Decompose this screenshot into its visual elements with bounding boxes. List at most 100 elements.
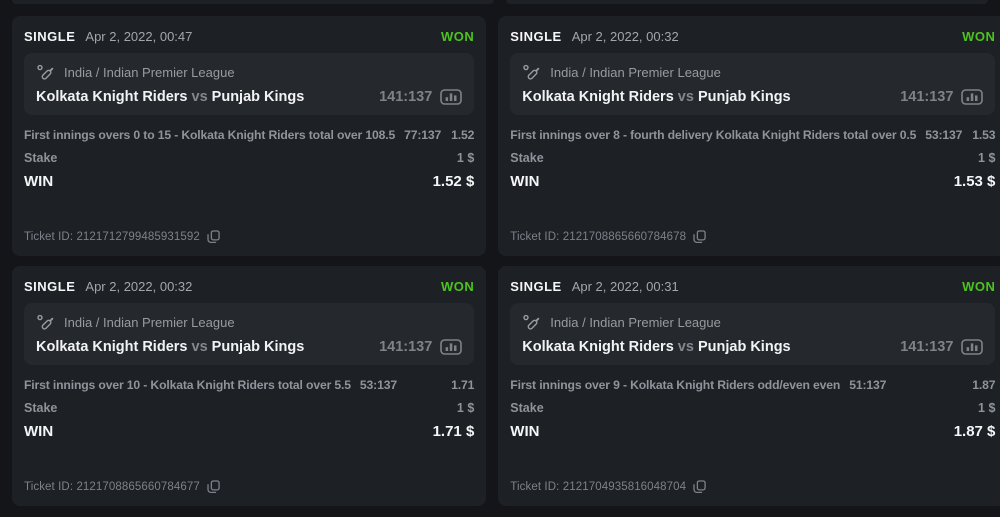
copy-icon[interactable] — [207, 230, 220, 244]
match-score: 141:137 — [900, 89, 954, 105]
previous-card-remnant — [506, 0, 988, 4]
bet-ticket-card: SINGLE Apr 2, 2022, 00:47 WON India / In… — [12, 16, 487, 256]
score-wrap: 141:137 — [900, 339, 984, 355]
odds-value: 1.52 — [451, 128, 475, 142]
team-home: Kolkata Knight Riders — [36, 89, 188, 105]
match-title: Kolkata Knight Riders vs Punjab Kings — [36, 89, 304, 105]
cricket-icon — [36, 63, 55, 82]
bet-outcome-row: First innings overs 0 to 15 - Kolkata Kn… — [24, 128, 474, 142]
ticket-id-value: 2121708865660784678 — [562, 231, 687, 243]
stake-row: Stake 1 $ — [24, 401, 474, 415]
stake-label: Stake — [24, 151, 58, 165]
ticket-id-value: 2121708865660784677 — [76, 481, 200, 493]
bet-description: First innings overs 0 to 15 - Kolkata Kn… — [24, 128, 396, 142]
bet-outcome-row: First innings over 8 - fourth delivery K… — [510, 128, 995, 142]
copy-icon[interactable] — [207, 480, 220, 494]
team-home: Kolkata Knight Riders — [522, 89, 674, 105]
stake-row: Stake 1 $ — [24, 151, 474, 165]
stake-value: 1 $ — [978, 401, 996, 415]
stake-label: Stake — [510, 151, 544, 165]
stake-row: Stake 1 $ — [510, 401, 995, 415]
bet-ticket-card: SINGLE Apr 2, 2022, 00:32 WON India / In… — [498, 16, 1000, 256]
ticket-id-value: 2121712799485931592 — [76, 231, 200, 243]
bet-outcome-row: First innings over 9 - Kolkata Knight Ri… — [510, 378, 995, 392]
vs-label: vs — [677, 339, 694, 355]
match-panel[interactable]: India / Indian Premier League Kolkata Kn… — [510, 53, 996, 115]
card-header-left: SINGLE Apr 2, 2022, 00:32 — [24, 279, 192, 294]
score-wrap: 141:137 — [379, 339, 463, 355]
bet-type-label: SINGLE — [24, 279, 76, 294]
win-label: WIN — [24, 173, 54, 190]
card-header: SINGLE Apr 2, 2022, 00:31 WON — [510, 276, 995, 303]
ticket-id-text: Ticket ID: 2121708865660784677 — [24, 481, 200, 493]
cricket-icon — [522, 63, 541, 82]
stake-label: Stake — [24, 401, 58, 415]
ticket-id-text: Ticket ID: 2121708865660784678 — [510, 231, 686, 243]
copy-icon[interactable] — [693, 230, 706, 244]
odds-value: 1.53 — [972, 128, 996, 142]
win-value: 1.87 $ — [953, 423, 996, 440]
stake-value: 1 $ — [978, 151, 996, 165]
ticket-row: Ticket ID: 2121708865660784677 — [24, 480, 474, 494]
ticket-id-label: Ticket ID: — [510, 481, 560, 493]
vs-label: vs — [677, 89, 694, 105]
bet-datetime: Apr 2, 2022, 00:32 — [85, 279, 193, 294]
win-value: 1.52 $ — [432, 173, 475, 190]
bet-score: 77:137 — [404, 128, 442, 142]
ticket-row: Ticket ID: 2121712799485931592 — [24, 230, 474, 244]
card-header-left: SINGLE Apr 2, 2022, 00:31 — [510, 279, 678, 294]
bet-type-label: SINGLE — [510, 29, 562, 44]
teams-row: Kolkata Knight Riders vs Punjab Kings 14… — [36, 89, 463, 105]
stats-icon[interactable] — [440, 89, 463, 105]
teams-row: Kolkata Knight Riders vs Punjab Kings 14… — [522, 89, 984, 105]
previous-card-remnant — [12, 0, 494, 4]
card-header-left: SINGLE Apr 2, 2022, 00:47 — [24, 29, 192, 44]
vs-label: vs — [191, 339, 208, 355]
match-title: Kolkata Knight Riders vs Punjab Kings — [522, 89, 790, 105]
league-label: India / Indian Premier League — [550, 315, 721, 330]
card-header-left: SINGLE Apr 2, 2022, 00:32 — [510, 29, 678, 44]
stats-icon[interactable] — [961, 89, 984, 105]
match-panel[interactable]: India / Indian Premier League Kolkata Kn… — [24, 303, 475, 365]
ticket-id-label: Ticket ID: — [24, 481, 74, 493]
score-wrap: 141:137 — [379, 89, 463, 105]
stats-icon[interactable] — [961, 339, 984, 355]
ticket-id-value: 2121704935816048704 — [562, 481, 687, 493]
match-panel[interactable]: India / Indian Premier League Kolkata Kn… — [510, 303, 996, 365]
win-label: WIN — [24, 423, 54, 440]
bet-ticket-card: SINGLE Apr 2, 2022, 00:32 WON India / In… — [12, 266, 487, 506]
cricket-icon — [522, 313, 541, 332]
team-away: Punjab Kings — [211, 89, 305, 105]
match-score: 141:137 — [379, 89, 433, 105]
league-row: India / Indian Premier League — [36, 312, 462, 339]
bet-cards-grid: SINGLE Apr 2, 2022, 00:47 WON India / In… — [12, 16, 1000, 506]
status-badge: WON — [441, 29, 475, 44]
ticket-id-text: Ticket ID: 2121704935816048704 — [510, 481, 686, 493]
ticket-id-label: Ticket ID: — [24, 231, 74, 243]
league-label: India / Indian Premier League — [64, 315, 235, 330]
card-header: SINGLE Apr 2, 2022, 00:32 WON — [24, 276, 474, 303]
bet-score: 51:137 — [849, 378, 887, 392]
bet-ticket-card: SINGLE Apr 2, 2022, 00:31 WON India / In… — [498, 266, 1000, 506]
bet-datetime: Apr 2, 2022, 00:47 — [85, 29, 193, 44]
ticket-id-label: Ticket ID: — [510, 231, 560, 243]
stake-value: 1 $ — [456, 401, 475, 415]
card-header: SINGLE Apr 2, 2022, 00:47 WON — [24, 26, 474, 53]
team-home: Kolkata Knight Riders — [36, 339, 188, 355]
odds-value: 1.87 — [972, 378, 996, 392]
bet-type-label: SINGLE — [510, 279, 562, 294]
bet-description: First innings over 9 - Kolkata Knight Ri… — [510, 378, 841, 392]
stats-icon[interactable] — [440, 339, 463, 355]
teams-row: Kolkata Knight Riders vs Punjab Kings 14… — [522, 339, 984, 355]
match-panel[interactable]: India / Indian Premier League Kolkata Kn… — [24, 53, 475, 115]
ticket-row: Ticket ID: 2121704935816048704 — [510, 480, 995, 494]
bet-score: 53:137 — [359, 378, 397, 392]
vs-label: vs — [191, 89, 208, 105]
copy-icon[interactable] — [693, 480, 706, 494]
team-home: Kolkata Knight Riders — [522, 339, 674, 355]
bet-type-label: SINGLE — [24, 29, 76, 44]
league-label: India / Indian Premier League — [64, 65, 235, 80]
match-score: 141:137 — [379, 339, 433, 355]
bet-datetime: Apr 2, 2022, 00:32 — [571, 29, 679, 44]
bet-history-page: SINGLE Apr 2, 2022, 00:47 WON India / In… — [12, 0, 1000, 506]
